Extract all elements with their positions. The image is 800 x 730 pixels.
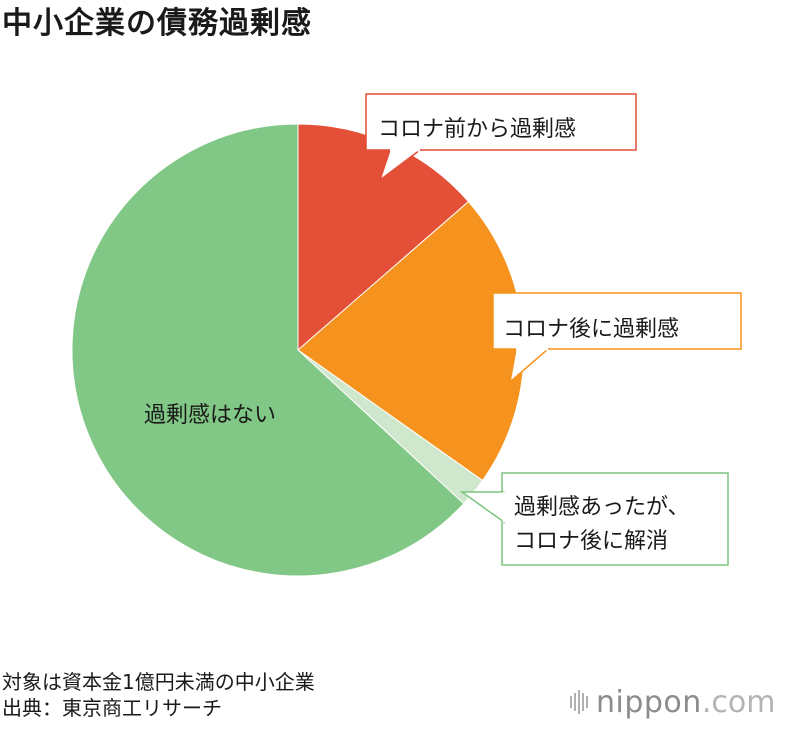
callout-pointer (459, 491, 505, 524)
brand-name: nippon (596, 684, 702, 720)
slice-callout: コロナ前から過剰感 (365, 93, 637, 183)
pie-slice (71, 123, 465, 577)
target-note: 対象は資本金1億円未満の中小企業 (2, 670, 315, 694)
nippon-logo: nippon .com (570, 682, 775, 722)
chart-notes: 対象は資本金1億円未満の中小企業 出典：東京商工リサーチ (2, 669, 315, 721)
chart-title: 中小企業の債務過剰感 (2, 6, 312, 41)
callout-box (365, 93, 637, 151)
logo-bars-icon (570, 690, 588, 714)
slice-label: コロナ後に解消 (514, 529, 668, 554)
slice-callout: コロナ後に過剰感 (492, 292, 742, 384)
callout-pointer (508, 348, 551, 384)
callout-box (492, 292, 742, 350)
callout-box (501, 472, 729, 566)
slice-label: コロナ後に過剰感 (503, 317, 679, 342)
slice-label: コロナ前から過剰感 (378, 117, 576, 142)
pie-slices (71, 123, 525, 577)
source-note: 出典：東京商工リサーチ (2, 696, 222, 720)
slice-label: 過剰感あったが、 (514, 495, 690, 520)
slice-label: 過剰感はない (144, 403, 276, 428)
brand-tld: .com (701, 684, 776, 720)
slice-callout: 過剰感あったが、コロナ後に解消 (459, 472, 729, 566)
